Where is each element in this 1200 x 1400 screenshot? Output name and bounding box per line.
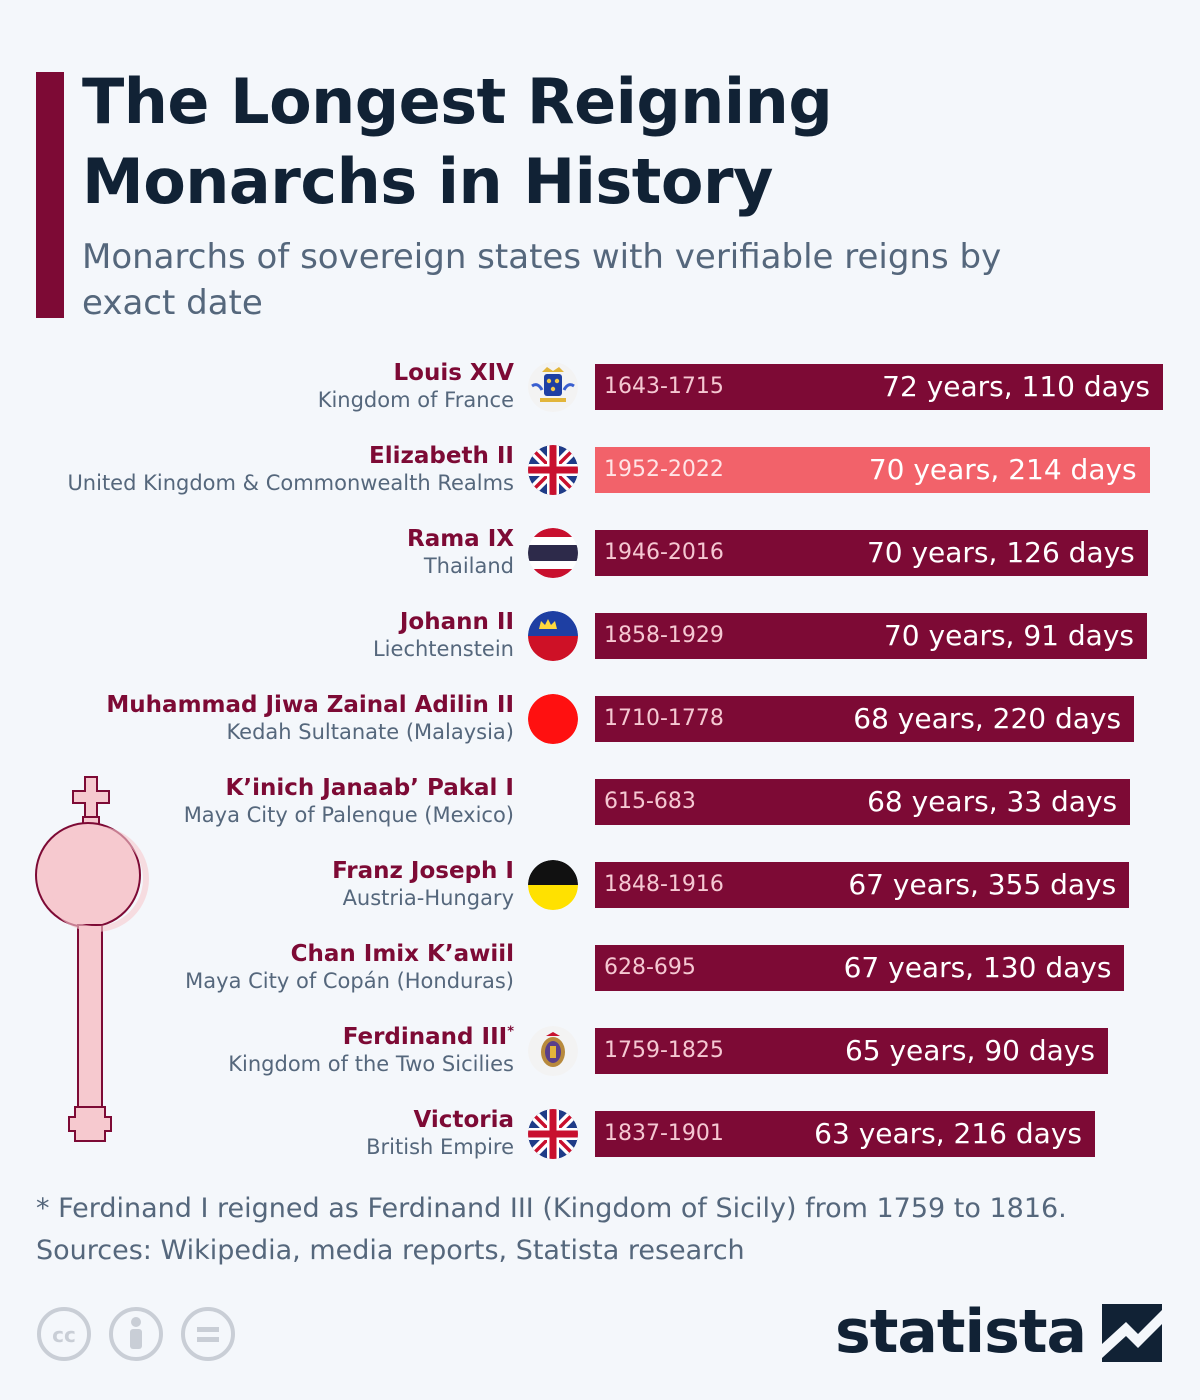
reign-bar <box>595 447 1150 493</box>
statista-logo-icon <box>1102 1304 1162 1362</box>
monarch-country: United Kingdom & Commonwealth Realms <box>67 471 514 495</box>
monarch-country: Austria-Hungary <box>342 886 514 910</box>
reign-years-label: 1643-1715 <box>604 374 724 399</box>
reign-bar <box>595 862 1130 908</box>
reign-duration-label: 67 years, 355 days <box>848 868 1117 901</box>
monarch-name-text: Muhammad Jiwa Zainal Adilin II <box>106 692 514 718</box>
union-jack-flag-icon <box>528 1109 578 1159</box>
reign-duration-label: 70 years, 91 days <box>883 619 1134 652</box>
svg-text:cc: cc <box>52 1323 76 1347</box>
monarch-country: Liechtenstein <box>372 637 514 661</box>
monarch-name: Ferdinand III* <box>343 1024 514 1050</box>
reign-bar <box>595 945 1125 991</box>
reign-bar-chart: Louis XIV Kingdom of France 1643-1715 72 ye… <box>0 350 1200 1170</box>
reign-years-label: 1759-1825 <box>604 1038 724 1063</box>
austria-hungary-flag-icon <box>528 860 578 910</box>
reign-bar <box>595 530 1148 576</box>
reign-duration-label: 70 years, 214 days <box>868 453 1137 486</box>
reign-duration-label: 72 years, 110 days <box>882 370 1150 403</box>
reign-duration-label: 68 years, 220 days <box>853 702 1122 735</box>
monarch-name: Elizabeth II <box>369 443 514 469</box>
reign-years-label: 1837-1901 <box>604 1121 724 1146</box>
reign-bar <box>595 779 1131 825</box>
kedah-red-flag-icon <box>528 694 578 744</box>
reign-years-label: 1710-1778 <box>604 706 724 731</box>
reign-bar <box>595 1111 1095 1157</box>
union-jack-flag-icon <box>528 445 578 495</box>
monarch-name-text: Rama IX <box>406 526 514 552</box>
monarch-name: Victoria <box>414 1107 514 1133</box>
liechtenstein-flag-icon <box>528 611 578 661</box>
reign-duration-label: 63 years, 216 days <box>814 1117 1082 1150</box>
monarch-name: Chan Imix K’awiil <box>291 941 514 967</box>
page-title: The Longest Reigning Monarchs in History <box>82 65 833 218</box>
monarch-country: Kedah Sultanate (Malaysia) <box>226 720 514 744</box>
monarch-name: Johann II <box>400 609 514 635</box>
reign-years-label: 1848-1916 <box>604 872 724 897</box>
reign-bar <box>595 696 1135 742</box>
monarch-name: Franz Joseph I <box>332 858 514 884</box>
monarch-country: Thailand <box>423 554 514 578</box>
statista-logo-text: statista <box>834 1297 1087 1367</box>
footnote-marker: * <box>507 1024 514 1040</box>
monarch-name-text: Elizabeth II <box>369 443 514 469</box>
monarch-name-text: Victoria <box>413 1107 514 1133</box>
title-accent-bar <box>36 72 64 318</box>
monarch-name: Muhammad Jiwa Zainal Adilin II <box>106 692 514 718</box>
monarch-name-text: Franz Joseph I <box>332 858 514 884</box>
monarch-name-text: Johann II <box>399 609 514 635</box>
monarch-name: Rama IX <box>407 526 514 552</box>
thailand-flag-icon <box>528 528 578 578</box>
reign-years-label: 628-695 <box>604 955 696 980</box>
nd-icon[interactable] <box>180 1306 236 1362</box>
reign-years-label: 1858-1929 <box>604 623 724 648</box>
statista-brand[interactable]: statista <box>835 1296 1162 1368</box>
monarch-name-text: Chan Imix K’awiil <box>290 941 514 967</box>
reign-bar <box>595 364 1163 410</box>
scepter-illustration <box>35 776 149 1142</box>
monarch-name-text: Louis XIV <box>393 360 514 386</box>
monarch-name: K’inich Janaab’ Pakal I <box>226 775 514 801</box>
france-royal-arms-flag-icon <box>528 362 578 412</box>
reign-bar <box>595 1028 1108 1074</box>
monarch-country: Kingdom of the Two Sicilies <box>228 1052 514 1076</box>
monarch-name: Louis XIV <box>393 360 514 386</box>
sources-note: Sources: Wikipedia, media reports, Stati… <box>36 1235 745 1266</box>
reign-years-label: 615-683 <box>604 789 696 814</box>
monarch-country: Maya City of Copán (Honduras) <box>185 969 514 993</box>
by-icon[interactable] <box>108 1306 164 1362</box>
monarch-name-text: K’inich Janaab’ Pakal I <box>225 775 514 801</box>
page-subtitle: Monarchs of sovereign states with verifi… <box>82 237 1002 323</box>
reign-duration-label: 68 years, 33 days <box>867 785 1118 818</box>
monarch-country: Maya City of Palenque (Mexico) <box>183 803 514 827</box>
monarch-country: British Empire <box>366 1135 514 1159</box>
footnote: * Ferdinand I reigned as Ferdinand III (… <box>36 1193 1067 1224</box>
reign-duration-label: 67 years, 130 days <box>843 951 1112 984</box>
reign-duration-label: 70 years, 126 days <box>866 536 1135 569</box>
monarch-name-text: Ferdinand III <box>342 1024 508 1050</box>
reign-years-label: 1952-2022 <box>604 457 724 482</box>
reign-years-label: 1946-2016 <box>604 540 724 565</box>
cc-icon[interactable]: cc <box>36 1306 92 1362</box>
monarch-country: Kingdom of France <box>317 388 514 412</box>
two-sicilies-flag-icon <box>528 1026 578 1076</box>
reign-duration-label: 65 years, 90 days <box>844 1034 1095 1067</box>
reign-bar <box>595 613 1147 659</box>
